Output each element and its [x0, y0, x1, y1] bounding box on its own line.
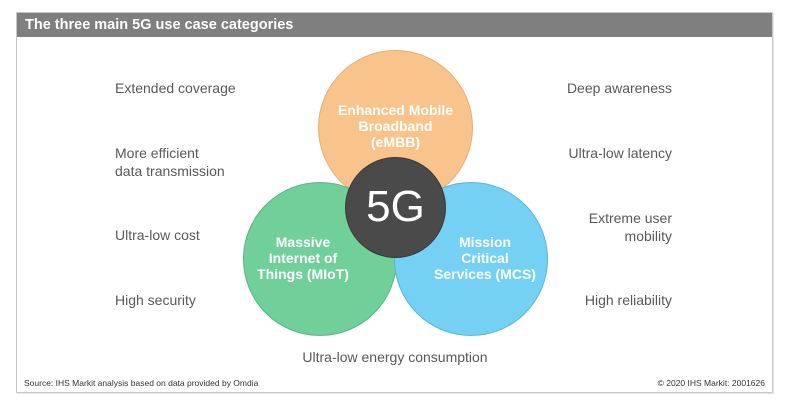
feature-extended-coverage: Extended coverage — [115, 80, 236, 96]
header-bar: The three main 5G use case categories — [17, 13, 772, 37]
feature-ultra-low-energy: Ultra-low energy consumption — [302, 349, 488, 365]
mcs-label: Mission Critical Services (MCS) — [434, 234, 536, 282]
copyright-note: © 2020 IHS Markit: 2001626 — [657, 378, 765, 388]
feature-ultra-low-cost: Ultra-low cost — [115, 227, 200, 243]
feature-efficient-data-transmission: More efficient data transmission — [115, 145, 225, 179]
feature-high-reliability: High reliability — [584, 292, 672, 308]
feature-high-security: High security — [115, 292, 196, 308]
embb-label: Enhanced Mobile Broadband (eMBB) — [337, 102, 454, 150]
miot-label: Massive Internet of Things (MIoT) — [257, 234, 349, 282]
5g-label: 5G — [366, 182, 425, 231]
core-5g-circle — [345, 157, 446, 258]
page-title: The three main 5G use case categories — [25, 17, 294, 33]
feature-deep-awareness: Deep awareness — [566, 80, 672, 96]
feature-extreme-user-mobility: Extreme user mobility — [588, 210, 672, 244]
source-note: Source: IHS Markit analysis based on dat… — [24, 378, 259, 388]
feature-ultra-low-latency: Ultra-low latency — [568, 145, 672, 161]
